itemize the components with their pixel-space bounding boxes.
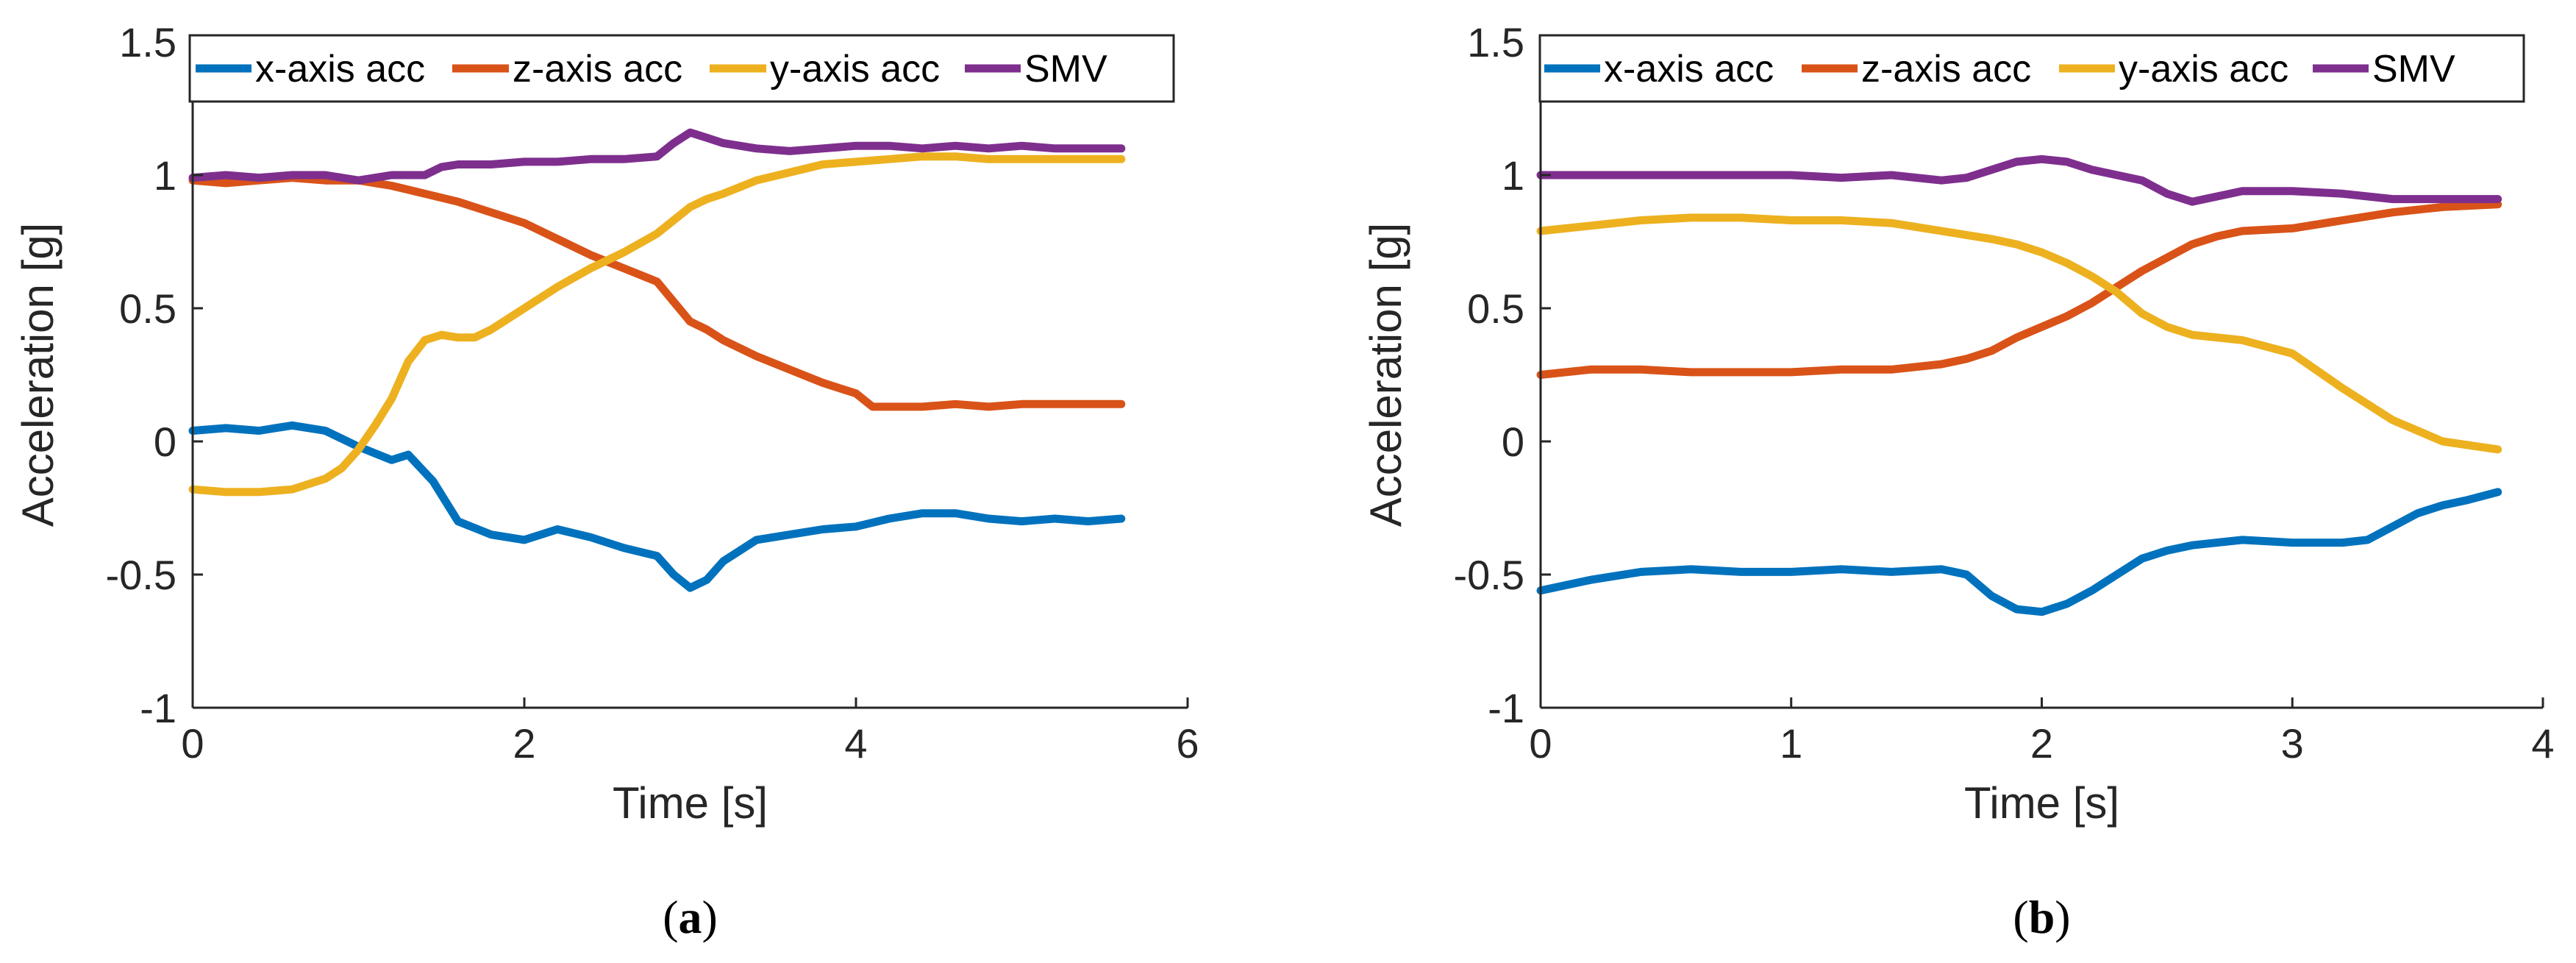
chart-legend: x-axis acc z-axis acc y-axis acc SMV xyxy=(188,34,1175,103)
chart-panel-b: 0 1 2 3 4 -1 -0.5 0 0.5 1 1.5 Time [s] Acceleration … xyxy=(1361,19,2555,943)
caption-open-paren: ( xyxy=(663,891,678,943)
chart-panel-a: 0 2 4 6 -1 -0.5 0 0.5 1 1.5 Time [s] Acceleration [… xyxy=(13,19,1199,943)
series-line-smv xyxy=(188,128,1126,185)
legend-label-x-axis-acc: x-axis acc xyxy=(1604,48,1774,90)
caption-letter: b xyxy=(2029,891,2055,943)
series-line-y-axis-acc xyxy=(1536,213,2502,454)
y-tick-label: -1 xyxy=(140,685,176,731)
y-tick-label: 0 xyxy=(154,419,176,465)
legend-label-smv: SMV xyxy=(2372,48,2455,90)
chart-legend: x-axis acc z-axis acc y-axis acc SMV xyxy=(1538,34,2525,103)
legend-label-x-axis-acc: x-axis acc xyxy=(255,48,425,90)
y-tick-label: 0.5 xyxy=(1467,285,1524,332)
legend-label-smv: SMV xyxy=(1024,48,1107,90)
panel-caption: (a) xyxy=(663,891,718,943)
legend-label-y-axis-acc: y-axis acc xyxy=(2119,48,2288,90)
y-tick-label: -0.5 xyxy=(1454,552,1525,598)
y-tick-label: 1.5 xyxy=(119,19,176,65)
x-tick-label: 1 xyxy=(1780,720,1802,767)
y-axis-label: Acceleration [g] xyxy=(1361,223,1410,527)
y-tick-label: 0.5 xyxy=(119,285,176,332)
caption-letter: a xyxy=(679,891,702,943)
x-tick-label: 2 xyxy=(513,720,535,767)
y-tick-label: -1 xyxy=(1488,685,1524,731)
x-axis-label: Time [s] xyxy=(613,778,768,828)
series-line-x-axis-acc xyxy=(188,421,1126,592)
y-axis-label: Acceleration [g] xyxy=(13,223,63,527)
x-tick-label: 0 xyxy=(1529,720,1552,767)
series-line-z-axis-acc xyxy=(1536,200,2502,379)
x-tick-label: 4 xyxy=(2531,720,2554,767)
y-tick-label: 1 xyxy=(154,152,176,199)
x-tick-label: 6 xyxy=(1176,720,1199,767)
legend-label-z-axis-acc: z-axis acc xyxy=(513,48,682,90)
y-tick-label: -0.5 xyxy=(106,552,177,598)
y-tick-label: 1.5 xyxy=(1467,19,1524,65)
panel-caption: (b) xyxy=(2013,891,2070,943)
x-tick-label: 2 xyxy=(2030,720,2053,767)
x-tick-label: 4 xyxy=(844,720,867,767)
x-tick-label: 0 xyxy=(181,720,204,767)
legend-label-y-axis-acc: y-axis acc xyxy=(770,48,940,90)
caption-close-paren: ) xyxy=(702,891,718,943)
caption-open-paren: ( xyxy=(2013,891,2028,943)
series-line-y-axis-acc xyxy=(188,152,1126,497)
legend-label-z-axis-acc: z-axis acc xyxy=(1861,48,2031,90)
y-tick-label: 0 xyxy=(1502,419,1524,465)
y-tick-label: 1 xyxy=(1502,152,1524,199)
series-line-smv xyxy=(1536,154,2502,206)
x-tick-label: 3 xyxy=(2281,720,2304,767)
series-line-x-axis-acc xyxy=(1536,488,2502,616)
x-axis-label: Time [s] xyxy=(1964,778,2119,828)
caption-close-paren: ) xyxy=(2055,891,2070,943)
